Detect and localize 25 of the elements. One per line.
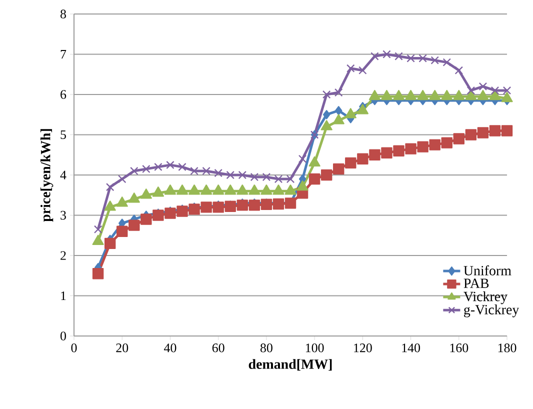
legend-label: Uniform [464, 265, 512, 276]
legend-label: PAB [464, 278, 489, 288]
x-tick-label: 80 [260, 344, 272, 352]
y-tick-label: 3 [60, 210, 66, 220]
y-tick-label: 8 [60, 10, 66, 18]
y-tick-label: 6 [60, 90, 66, 99]
x-tick-label: 20 [116, 344, 128, 352]
x-tick-label: 120 [354, 344, 372, 352]
y-axis-title: price[yen/kWh] [40, 129, 54, 222]
x-tick-label: 60 [212, 344, 224, 352]
y-tick-label: 4 [60, 170, 66, 180]
y-tick-label: 2 [60, 251, 66, 260]
x-tick-label: 180 [498, 344, 516, 352]
x-tick-label: 40 [164, 344, 176, 352]
x-tick-label: 100 [306, 344, 324, 352]
legend-label: Vickrey [464, 291, 508, 304]
x-tick-label: 160 [450, 344, 468, 352]
y-tick-label: 1 [61, 291, 66, 300]
y-tick-label: 7 [60, 50, 66, 58]
x-axis-title: demand[MW] [248, 359, 332, 371]
x-tick-label: 140 [402, 344, 420, 352]
x-tick-label: 0 [71, 344, 77, 352]
legend-label: g-Vickrey [464, 304, 520, 318]
y-tick-label: 5 [60, 130, 66, 140]
y-tick-label: 0 [60, 332, 66, 340]
